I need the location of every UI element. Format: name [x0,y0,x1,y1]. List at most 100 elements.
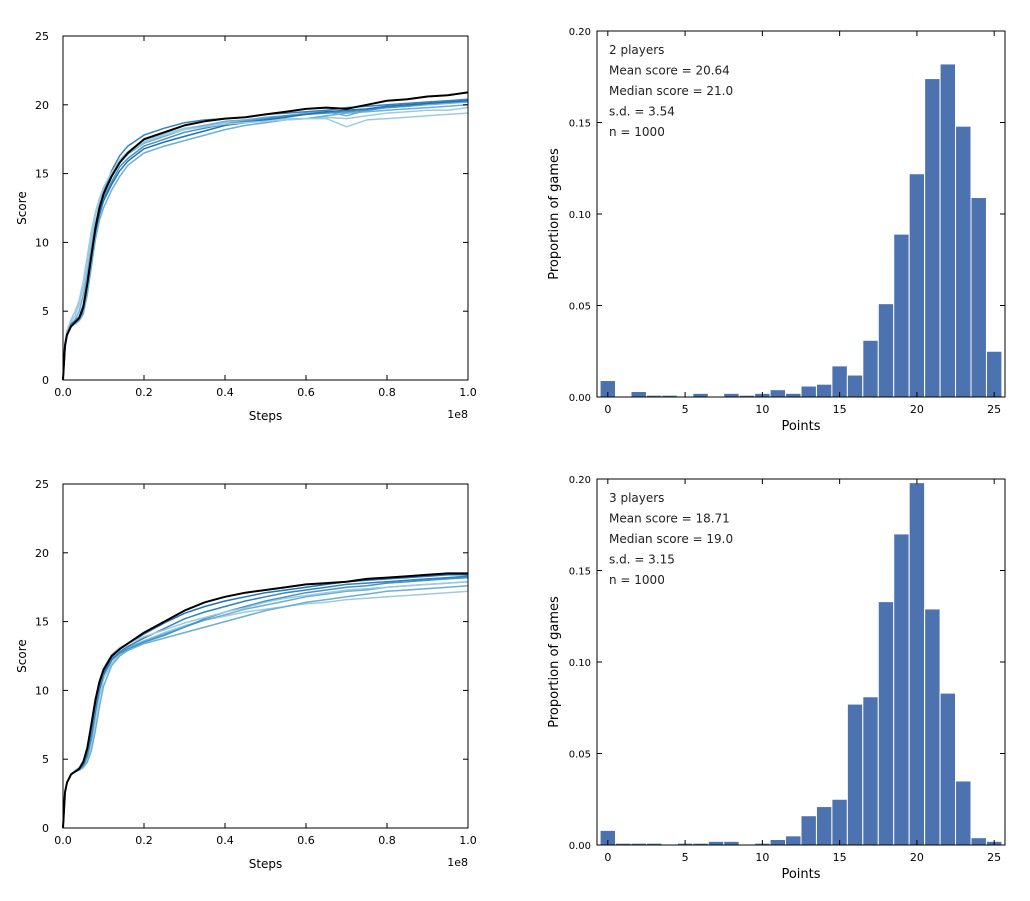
y-tick-label: 20 [35,547,49,560]
x-tick-label: 25 [987,403,1001,416]
y-tick-label: 10 [35,236,49,249]
x-offset-label: 1e8 [447,408,468,421]
y-axis-label: Score [15,191,29,225]
stats-annotation: n = 1000 [609,573,665,587]
x-axis-label: Points [781,419,820,434]
x-tick-label: 0.8 [378,834,396,847]
y-tick-label: 0.15 [569,119,591,130]
y-tick-label: 10 [35,684,49,697]
histogram-bar [908,173,926,398]
series-line [62,585,469,829]
x-tick-label: 0.2 [135,834,153,847]
y-tick-label: 0.00 [569,393,591,404]
x-tick-label: 5 [682,851,689,864]
x-tick-label: 0.0 [54,386,72,399]
histogram-bar [862,339,879,398]
x-tick-label: 0.6 [297,386,315,399]
histogram-bar [831,798,848,846]
stats-annotation: Median score = 19.0 [609,532,733,546]
histogram-bar [707,840,725,846]
x-tick-label: 15 [833,403,847,416]
histogram-bar [877,601,895,846]
y-tick-label: 20 [35,99,49,112]
x-tick-label: 5 [682,403,689,416]
y-tick-label: 0.15 [569,567,591,578]
histogram-bar [924,608,941,846]
y-tick-label: 25 [35,30,49,43]
histogram-bar [985,350,1003,398]
histogram-2-players: 0 5 10 15 20 25 0.00 0.05 0.10 0.15 0.20 Points Prop… [547,27,1006,434]
histogram-bar [800,815,817,846]
histogram-bar [785,835,802,846]
histogram-bar [970,837,987,846]
histogram-bar [846,374,864,398]
histogram-bar [955,125,972,398]
y-tick-label: 15 [35,168,49,181]
x-tick-label: 1.0 [459,386,477,399]
y-tick-label: 15 [35,616,49,629]
series-line [62,99,469,381]
histogram-bar [924,78,941,398]
histogram-bar [893,233,910,398]
y-axis-label: Proportion of games [547,596,562,728]
x-tick-label: 0.4 [216,386,234,399]
x-axis-label: Points [781,867,820,882]
histogram-bar [785,392,802,398]
stats-annotation: 3 players [609,491,664,505]
x-tick-label: 10 [755,403,769,416]
series-line [62,574,468,829]
x-axis-label: Steps [249,409,283,423]
y-tick-label: 0.05 [569,750,591,761]
x-tick-label: 0 [604,851,611,864]
series-line [62,576,469,829]
series-line [62,575,469,829]
series-line [62,580,469,829]
histogram-bar [939,63,957,398]
series-line [62,580,469,829]
histogram-bar [846,703,864,846]
histogram-bar [970,197,987,398]
y-axis-label: Proportion of games [547,148,562,280]
histogram-bar [815,383,833,398]
x-axis-label: Steps [249,857,283,871]
line-chart-3-players: 0.0 0.2 0.4 0.6 0.8 1.0 0 5 10 15 20 25 Steps 1e8 Scor… [15,478,477,871]
histogram-bar [769,839,787,846]
stats-annotation: n = 1000 [609,125,665,139]
histogram-bar [893,533,910,846]
y-tick-label: 5 [42,753,49,766]
series-line [62,99,469,381]
histogram-bar [723,392,740,398]
x-tick-label: 0.8 [378,386,396,399]
y-tick-label: 0.10 [569,210,591,221]
histogram-3-players: 0 5 10 15 20 25 0.00 0.05 0.10 0.15 0.20 Points Prop… [547,475,1006,882]
series-line [62,98,469,381]
y-tick-label: 0 [42,374,49,387]
series-line-best [62,572,468,829]
y-tick-label: 5 [42,305,49,318]
x-tick-label: 15 [833,851,847,864]
x-tick-label: 0 [604,403,611,416]
histogram-bar [723,840,740,846]
plot-frame [62,483,469,829]
x-tick-label: 0.0 [54,834,72,847]
histogram-bar [955,780,972,846]
series-line [62,106,469,381]
histogram-bar [800,385,817,398]
y-tick-label: 0 [42,822,49,835]
x-offset-label: 1e8 [447,856,468,869]
series-line [62,112,469,381]
x-tick-label: 10 [755,851,769,864]
y-axis-label: Score [15,639,29,673]
histogram-bar [939,692,957,846]
y-tick-label: 0.00 [569,841,591,852]
stats-annotation: 2 players [609,43,664,57]
series-line-best [62,91,469,381]
series-line [62,104,469,381]
x-tick-label: 25 [987,851,1001,864]
histogram-bar [877,303,895,398]
y-tick-label: 0.05 [569,302,591,313]
x-tick-label: 0.2 [135,386,153,399]
y-tick-label: 0.20 [569,475,591,486]
stats-annotation: Mean score = 18.71 [609,512,730,526]
